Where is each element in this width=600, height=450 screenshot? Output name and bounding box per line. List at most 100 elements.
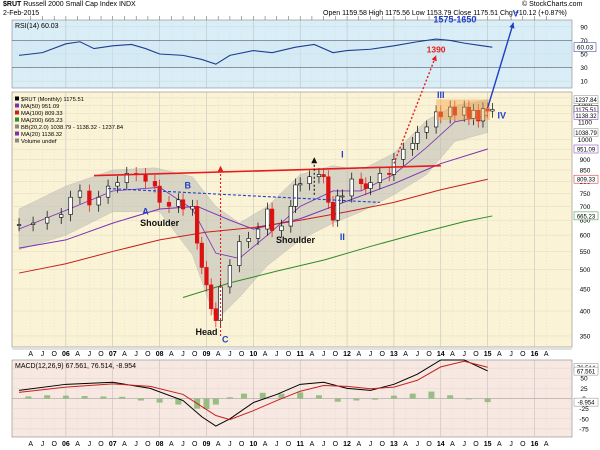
macd-histogram-bar [44,395,51,399]
target-1390-arrow-head [431,55,437,62]
price-value-box [573,95,599,104]
legend-entry: MA(50) 951.09 [21,104,59,110]
macd-histogram-bar [428,391,435,399]
ma-line-MA100 [18,178,488,274]
month-tick-label: J [275,441,279,448]
month-tick-label: J [41,441,45,448]
month-tick-label: A [403,441,408,448]
candle-body [321,174,326,178]
month-tick-label: J [509,441,513,448]
candle-body [438,111,443,118]
annotation-shoulder: Shoulder [276,235,315,245]
candle-body [335,195,340,221]
index-name: Russell 2000 Small Cap Index [23,1,118,8]
month-tick-label: 12 [343,351,351,358]
price-tick-label: 1000 [578,137,593,144]
price-tick-label: 1100 [578,119,592,126]
month-tick-label: 16 [531,441,539,448]
candle-body [124,173,129,183]
month-tick-label: J [369,441,373,448]
month-tick-label: O [379,351,385,358]
price-tick-label: 500 [580,267,591,274]
macd-histogram-bar [226,397,233,399]
candle-body [471,109,476,119]
month-tick-label: A [497,351,502,358]
month-tick-label: O [51,441,57,448]
legend-swatch [15,138,19,143]
price-value-label: 951.09 [577,147,596,153]
target-1575-arrow-head [509,22,515,29]
candle-body [45,217,50,224]
month-tick-label: O [239,441,245,448]
rsi-tick-label: 10 [580,79,588,86]
price-value-box [573,128,599,137]
candle-body [330,202,336,221]
month-tick-label: J [275,351,279,358]
month-tick-label: J [181,441,185,448]
macd-value-box [573,366,599,376]
candle-body [246,238,251,242]
annotation-b: B [184,181,191,191]
month-tick-label: O [520,351,526,358]
annotation-head: Head [195,327,217,337]
candle-body [87,190,92,206]
candle-body [349,178,354,197]
rsi-tick-label: 50 [580,52,588,59]
rsi-tick-label: 30 [580,65,588,72]
candle-body [340,195,345,198]
candle-body [387,173,392,175]
candle-body [204,267,209,286]
consolidation-box [436,99,490,121]
month-tick-label: J [228,441,232,448]
month-tick-label: A [216,441,221,448]
month-tick-label: J [228,351,232,358]
macd-title: MACD(12,26,9) 67.561, 76.514, -8.954 [15,363,136,370]
candle-body [265,208,270,230]
month-tick-label: J [134,351,138,358]
month-tick-label: O [98,441,104,448]
candle-body [401,148,406,160]
candle-body [213,308,218,321]
month-tick-label: 07 [109,441,117,448]
candle-body [480,108,486,122]
candle-body [288,206,293,227]
symbol-label: $RUT [3,1,22,8]
candle-body [307,176,312,185]
annotation-1390: 1390 [427,45,446,55]
legend-entry: MA(200) 665.23 [21,118,63,124]
price-value-box [573,174,599,184]
price-value-label: 1038.79 [575,131,597,137]
rsi-tick-label: 70 [580,38,588,45]
month-tick-label: J [509,351,513,358]
month-tick-label: 10 [249,351,257,358]
month-tick-label: O [520,441,526,448]
month-tick-label: O [145,351,151,358]
month-tick-label: A [122,351,127,358]
candle-body [359,178,364,185]
month-tick-label: A [263,351,268,358]
macd-histogram-bar [203,398,210,410]
price-tick-label: 550 [580,249,591,256]
month-tick-label: O [192,351,198,358]
month-tick-label: A [169,441,174,448]
candle-body [434,111,439,128]
candle-body [96,196,101,206]
ma-line-MA200 [182,215,493,298]
macd-histogram-bar [297,392,304,399]
watermark: © StockCharts.com [522,1,583,8]
exchange-label: INDX [118,1,136,8]
month-tick-label: O [286,441,292,448]
macd-histogram-bar [62,395,69,399]
candle-body [115,182,120,187]
month-tick-label: A [122,441,127,448]
trend-line-neckline [93,164,441,177]
macd-histogram-bar [447,395,454,399]
month-tick-label: A [450,441,455,448]
month-tick-label: 13 [390,441,398,448]
macd-histogram-bar [465,398,472,400]
price-tick-label: 700 [580,204,591,211]
month-tick-label: J [462,441,466,448]
annotation-c: C [222,335,229,345]
month-tick-label: O [333,351,339,358]
month-tick-label: 10 [249,441,257,448]
